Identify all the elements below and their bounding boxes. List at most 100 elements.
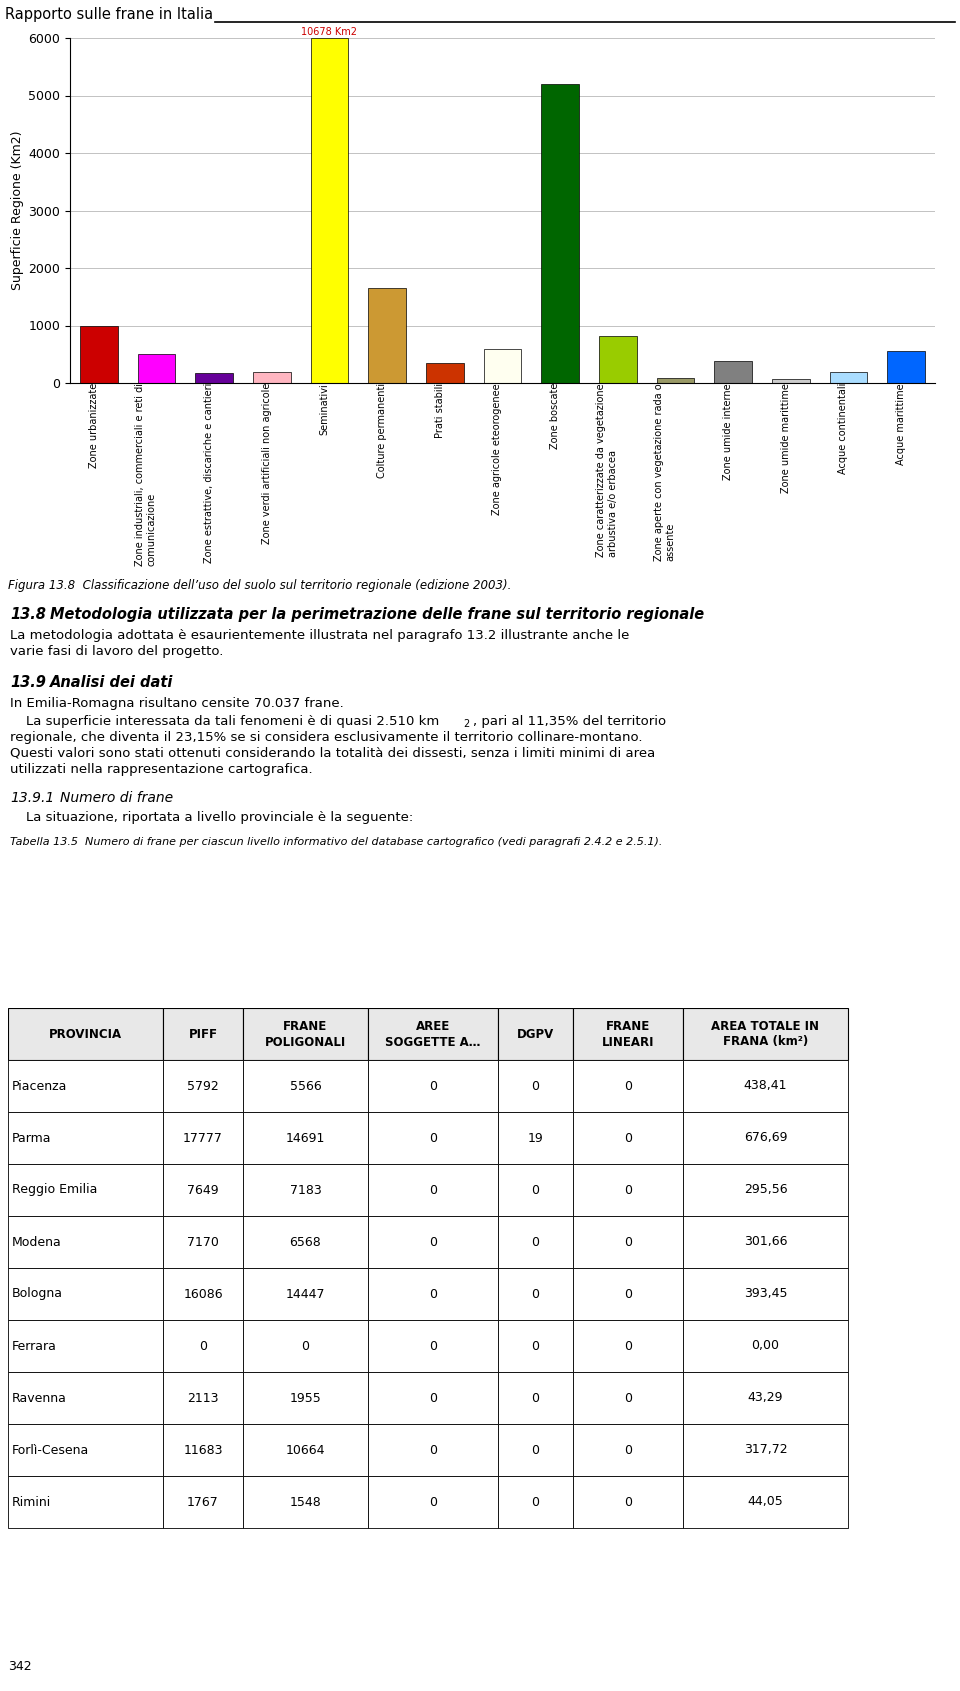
- Text: Bologna: Bologna: [12, 1287, 63, 1300]
- Text: regionale, che diventa il 23,15% se si considera esclusivamente il territorio co: regionale, che diventa il 23,15% se si c…: [10, 731, 642, 744]
- Bar: [8, 1371, 163, 1424]
- Text: 0: 0: [429, 1131, 437, 1145]
- Bar: [163, 1163, 243, 1216]
- Text: 0: 0: [532, 1287, 540, 1300]
- Text: 0: 0: [532, 1339, 540, 1353]
- Bar: [498, 1008, 573, 1060]
- Text: 13.9.1: 13.9.1: [10, 791, 55, 805]
- Text: 10664: 10664: [286, 1444, 325, 1456]
- Bar: [657, 377, 694, 382]
- Text: Acque continentali: Acque continentali: [838, 382, 849, 475]
- Bar: [573, 1008, 683, 1060]
- Text: Zone estrattive, discariche e cantieri: Zone estrattive, discariche e cantieri: [204, 382, 214, 563]
- Text: 14447: 14447: [286, 1287, 325, 1300]
- Text: 0: 0: [624, 1339, 632, 1353]
- Text: 0: 0: [624, 1392, 632, 1405]
- Text: 342: 342: [8, 1659, 32, 1672]
- Bar: [243, 1113, 368, 1163]
- Text: 295,56: 295,56: [744, 1184, 787, 1197]
- Text: Tabella 13.5  Numero di frane per ciascun livello informativo del database carto: Tabella 13.5 Numero di frane per ciascun…: [10, 837, 662, 847]
- Text: Forlì-Cesena: Forlì-Cesena: [12, 1444, 89, 1456]
- Text: La situazione, riportata a livello provinciale è la seguente:: La situazione, riportata a livello provi…: [26, 812, 413, 824]
- Bar: [368, 1216, 498, 1268]
- Bar: [573, 1060, 683, 1113]
- Text: Zone verdi artificiali non agricole: Zone verdi artificiali non agricole: [262, 382, 272, 545]
- Bar: [243, 1424, 368, 1476]
- Text: 13.8: 13.8: [10, 607, 46, 622]
- Text: 17777: 17777: [183, 1131, 223, 1145]
- Bar: [683, 1163, 848, 1216]
- Bar: [498, 1424, 573, 1476]
- Text: 1548: 1548: [290, 1495, 322, 1508]
- Bar: [484, 348, 521, 382]
- Text: Zone caratterizzate da vegetazione
arbustiva e/o erbacea: Zone caratterizzate da vegetazione arbus…: [596, 382, 618, 556]
- Text: Seminativi: Seminativi: [320, 382, 329, 435]
- Bar: [8, 1476, 163, 1529]
- Bar: [573, 1113, 683, 1163]
- Bar: [8, 1008, 163, 1060]
- Bar: [829, 372, 867, 382]
- Bar: [683, 1113, 848, 1163]
- Text: Piacenza: Piacenza: [12, 1079, 67, 1092]
- Text: PIFF: PIFF: [188, 1028, 218, 1040]
- Text: 44,05: 44,05: [748, 1495, 783, 1508]
- Text: 0: 0: [429, 1236, 437, 1248]
- Text: 0: 0: [429, 1184, 437, 1197]
- Bar: [8, 1216, 163, 1268]
- Text: Zone urbanizzate: Zone urbanizzate: [89, 382, 99, 468]
- Bar: [498, 1476, 573, 1529]
- Bar: [243, 1163, 368, 1216]
- Bar: [8, 1268, 163, 1321]
- Bar: [243, 1060, 368, 1113]
- Bar: [573, 1476, 683, 1529]
- Text: 0: 0: [532, 1495, 540, 1508]
- Text: 0: 0: [429, 1287, 437, 1300]
- Text: Modena: Modena: [12, 1236, 61, 1248]
- Text: Zone industriali, commerciali e reti di
comunicazione: Zone industriali, commerciali e reti di …: [135, 382, 156, 566]
- Text: Prati stabili: Prati stabili: [435, 382, 444, 438]
- Bar: [311, 37, 348, 382]
- Text: 0: 0: [624, 1079, 632, 1092]
- Bar: [8, 1113, 163, 1163]
- Bar: [683, 1371, 848, 1424]
- Text: 0: 0: [624, 1444, 632, 1456]
- Bar: [163, 1008, 243, 1060]
- Text: 0: 0: [199, 1339, 207, 1353]
- Text: 1955: 1955: [290, 1392, 322, 1405]
- Bar: [163, 1216, 243, 1268]
- Bar: [887, 350, 924, 382]
- Text: varie fasi di lavoro del progetto.: varie fasi di lavoro del progetto.: [10, 644, 224, 658]
- Bar: [8, 1060, 163, 1113]
- Text: 676,69: 676,69: [744, 1131, 787, 1145]
- Bar: [683, 1321, 848, 1371]
- Text: FRANE
POLIGONALI: FRANE POLIGONALI: [265, 1020, 347, 1048]
- Text: AREA TOTALE IN
FRANA (km²): AREA TOTALE IN FRANA (km²): [711, 1020, 820, 1048]
- Bar: [368, 1268, 498, 1321]
- Text: 0: 0: [429, 1079, 437, 1092]
- Text: 5792: 5792: [187, 1079, 219, 1092]
- Bar: [426, 364, 464, 382]
- Text: AREE
SOGGETTE A…: AREE SOGGETTE A…: [385, 1020, 481, 1048]
- Bar: [498, 1268, 573, 1321]
- Text: 0: 0: [429, 1495, 437, 1508]
- Text: Zone umide marittime: Zone umide marittime: [780, 382, 791, 492]
- Text: DGPV: DGPV: [516, 1028, 554, 1040]
- Bar: [8, 1163, 163, 1216]
- Bar: [243, 1371, 368, 1424]
- Text: 1767: 1767: [187, 1495, 219, 1508]
- Text: PROVINCIA: PROVINCIA: [49, 1028, 122, 1040]
- Text: 5566: 5566: [290, 1079, 322, 1092]
- Bar: [163, 1321, 243, 1371]
- Text: La metodologia adottata è esaurientemente illustrata nel paragrafo 13.2 illustra: La metodologia adottata è esaurientement…: [10, 629, 630, 643]
- Bar: [243, 1321, 368, 1371]
- Text: 393,45: 393,45: [744, 1287, 787, 1300]
- Text: 0: 0: [532, 1184, 540, 1197]
- Text: 0: 0: [532, 1079, 540, 1092]
- Text: Ravenna: Ravenna: [12, 1392, 67, 1405]
- Bar: [683, 1268, 848, 1321]
- Bar: [163, 1476, 243, 1529]
- Bar: [80, 325, 117, 382]
- Text: 43,29: 43,29: [748, 1392, 783, 1405]
- Bar: [243, 1268, 368, 1321]
- Bar: [498, 1060, 573, 1113]
